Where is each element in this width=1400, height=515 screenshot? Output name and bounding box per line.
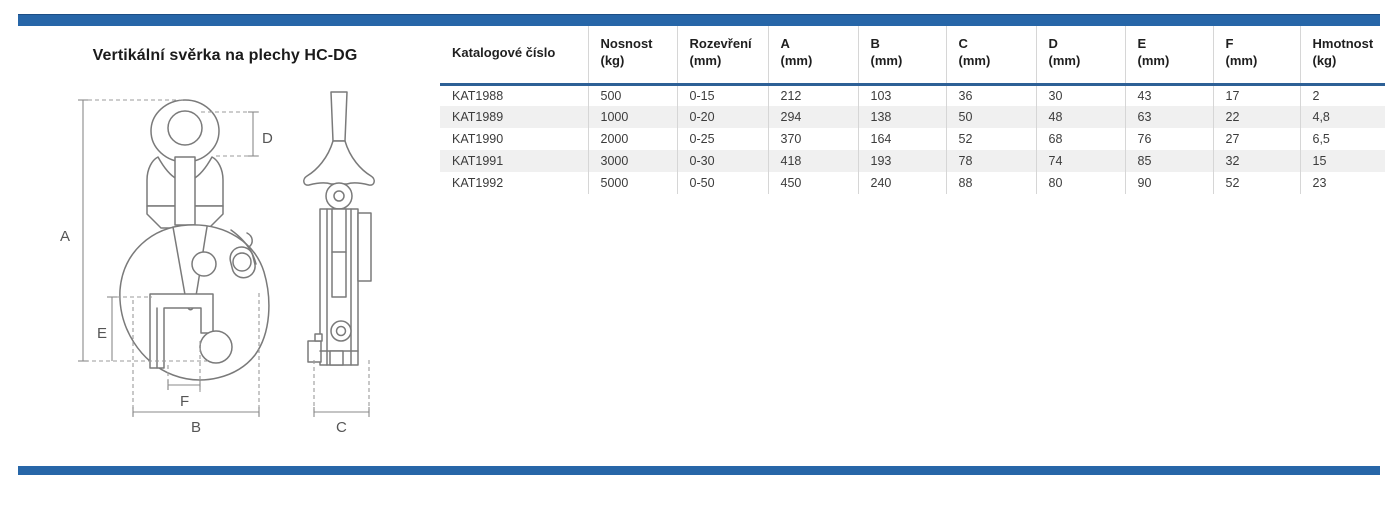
table-cell: 0-15 — [677, 84, 769, 106]
column-header: C (mm) — [946, 26, 1037, 86]
dimension-measure-lines — [78, 99, 370, 417]
side-lug-step — [314, 333, 323, 342]
table-cell: 2 — [1312, 88, 1320, 103]
bottom-accent-bar — [18, 466, 1380, 475]
table-cell: 48 — [1036, 106, 1126, 128]
column-header: F (mm) — [1213, 26, 1301, 86]
table-cell: 1000 — [588, 106, 678, 128]
top-accent-bar — [18, 14, 1380, 26]
column-header: D (mm) — [1036, 26, 1126, 86]
table-cell: 0-30 — [677, 150, 769, 172]
cam-circle — [199, 330, 233, 364]
side-back-plate — [357, 212, 372, 282]
lever-curve — [230, 229, 257, 265]
clamp-technical-drawing: A E F B C D — [40, 85, 390, 445]
table-cell: 30 — [1036, 84, 1126, 106]
table-cell: 17 — [1213, 84, 1301, 106]
table-row: KAT1992 5000 0-50 450 240 88 80 90 52 23 — [440, 172, 1385, 194]
table-cell: 4,8 — [1312, 110, 1330, 124]
table-cell: 74 — [1036, 150, 1126, 172]
table-cell: 294 — [768, 106, 859, 128]
side-stem — [330, 91, 348, 142]
table-row: KAT1989 1000 0-20 294 138 50 48 63 22 4,8 — [440, 106, 1385, 128]
table-cell: 22 — [1213, 106, 1301, 128]
dim-label-b: B — [191, 419, 201, 436]
dim-label-d: D — [262, 130, 273, 147]
side-pin-hole — [335, 325, 347, 337]
yoke-tab — [174, 156, 196, 226]
table-cell: 418 — [768, 150, 859, 172]
table-cell: KAT1990 — [440, 128, 589, 150]
table-cell: 15 — [1312, 154, 1327, 168]
side-wedge — [303, 140, 375, 186]
lever-pin — [232, 252, 252, 272]
table-cell: 164 — [858, 128, 947, 150]
table-cell: 52 — [946, 128, 1037, 150]
side-swivel-hole — [333, 190, 345, 202]
table-cell: 50 — [946, 106, 1037, 128]
pivot-hole — [191, 251, 217, 277]
table-cell: 52 — [1213, 172, 1301, 194]
table-cell: KAT1991 — [440, 150, 589, 172]
side-base-block — [329, 350, 344, 366]
table-cell: 78 — [946, 150, 1037, 172]
table-cell: 80 — [1036, 172, 1126, 194]
dim-label-f: F — [180, 393, 189, 410]
table-header-row: Katalogové číslo Nosnost (kg) Rozevření (mm)… — [440, 26, 1385, 86]
table-cell: 36 — [946, 84, 1037, 106]
table-cell: 0-25 — [677, 128, 769, 150]
table-cell: 103 — [858, 84, 947, 106]
table-cell: 370 — [768, 128, 859, 150]
dim-label-e: E — [97, 325, 107, 342]
spec-table: Katalogové číslo Nosnost (kg) Rozevření (mm)… — [440, 26, 1385, 194]
table-cell: 90 — [1125, 172, 1214, 194]
table-cell: 240 — [858, 172, 947, 194]
side-inner-plate — [331, 208, 347, 298]
lever-hook — [246, 232, 253, 248]
table-row: KAT1988 500 0-15 212 103 36 30 43 17 2 — [440, 84, 1385, 106]
ring-hole — [167, 110, 203, 146]
table-cell: 6,5 — [1312, 132, 1330, 146]
table-cell: 68 — [1036, 128, 1126, 150]
table-cell: 76 — [1125, 128, 1214, 150]
dim-label-c: C — [336, 419, 347, 436]
table-cell: KAT1989 — [440, 106, 589, 128]
table-cell: 63 — [1125, 106, 1214, 128]
table-cell: 43 — [1125, 84, 1214, 106]
table-cell: 88 — [946, 172, 1037, 194]
page-title: Vertikální svěrka na plechy HC-DG — [92, 46, 358, 64]
table-row: KAT1991 3000 0-30 418 193 78 74 85 32 15 — [440, 150, 1385, 172]
column-header: Katalogové číslo — [440, 26, 589, 86]
clamp-drawing-svg: A E F B C D — [60, 91, 375, 436]
table-cell: 27 — [1213, 128, 1301, 150]
column-header: B (mm) — [858, 26, 947, 86]
table-cell: KAT1992 — [440, 172, 589, 194]
table-cell: 85 — [1125, 150, 1214, 172]
table-cell: 500 — [588, 84, 678, 106]
column-header: A (mm) — [768, 26, 859, 86]
table-cell: 450 — [768, 172, 859, 194]
table-cell: 2000 — [588, 128, 678, 150]
table-cell: KAT1988 — [440, 84, 589, 106]
dim-label-a: A — [60, 228, 70, 245]
column-header: Nosnost (kg) — [588, 26, 678, 86]
table-cell: 193 — [858, 150, 947, 172]
table-cell: 5000 — [588, 172, 678, 194]
column-header: E (mm) — [1125, 26, 1214, 86]
table-cell: 3000 — [588, 150, 678, 172]
table-cell: 32 — [1213, 150, 1301, 172]
table-cell: 0-50 — [677, 172, 769, 194]
column-header: Hmotnost (kg) — [1300, 26, 1385, 86]
side-lug — [307, 340, 322, 363]
table-row: KAT1990 2000 0-25 370 164 52 68 76 27 6,5 — [440, 128, 1385, 150]
column-header: Rozevření (mm) — [677, 26, 769, 86]
table-cell: 0-20 — [677, 106, 769, 128]
table-cell: 23 — [1312, 176, 1327, 190]
table-cell: 138 — [858, 106, 947, 128]
table-cell: 212 — [768, 84, 859, 106]
table-body: KAT1988 500 0-15 212 103 36 30 43 17 2 KAT1989 1000… — [440, 84, 1385, 194]
